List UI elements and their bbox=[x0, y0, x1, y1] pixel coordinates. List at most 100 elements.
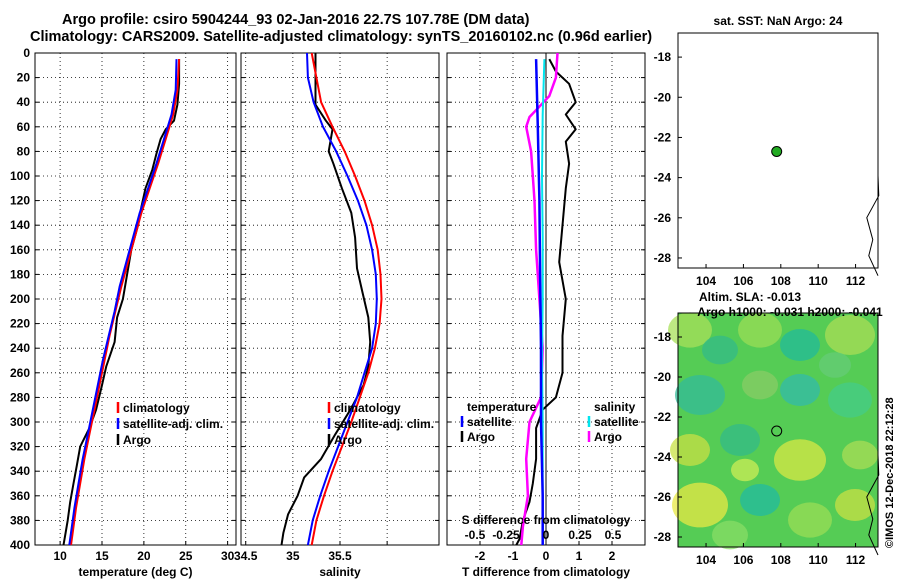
panel-difference-xtick-label: -1 bbox=[508, 549, 519, 563]
depth-tick-label: 100 bbox=[10, 169, 30, 183]
panel-temperature-xtick-label: 15 bbox=[95, 549, 109, 563]
difference-s-tick-label: -0.5 bbox=[465, 528, 486, 542]
depth-tick-label: 180 bbox=[10, 267, 30, 281]
sla-map-title: Altim. SLA: -0.013 bbox=[699, 290, 801, 304]
panel-temperature-xtick-label: 25 bbox=[179, 549, 193, 563]
depth-tick-label: 280 bbox=[10, 390, 30, 404]
credit-label: ©IMOS 12-Dec-2018 22:12:28 bbox=[884, 397, 896, 548]
sla-blob bbox=[774, 439, 826, 481]
difference-top-axis-label: S difference from climatology bbox=[462, 513, 631, 527]
sla-blob bbox=[712, 520, 748, 550]
sla-blob bbox=[780, 329, 820, 361]
sst-map-ytick-label: -22 bbox=[654, 130, 672, 144]
sst-map-ytick-label: -24 bbox=[654, 171, 672, 185]
sla-map-ytick-label: -28 bbox=[654, 530, 672, 544]
panel-salinity-xtick-label: 34.5 bbox=[234, 549, 258, 563]
depth-tick-label: 120 bbox=[10, 194, 30, 208]
series-argo-salinity bbox=[280, 53, 372, 546]
panel-difference-xtick-label: 2 bbox=[609, 549, 616, 563]
sla-map-xtick-label: 104 bbox=[696, 553, 716, 567]
series-satellite-temperature-diff bbox=[534, 59, 544, 545]
depth-tick-label: 140 bbox=[10, 218, 30, 232]
sla-map-ytick-label: -24 bbox=[654, 450, 672, 464]
difference-s-tick-label: 0.5 bbox=[605, 528, 622, 542]
depth-tick-label: 360 bbox=[10, 489, 30, 503]
panel-difference-xtick-label: 1 bbox=[576, 549, 583, 563]
temperature-legend-2-label: Argo bbox=[123, 433, 151, 447]
temperature-legend-0-label: climatology bbox=[123, 401, 190, 415]
series-climatology-temperature bbox=[70, 59, 181, 546]
sla-blob bbox=[738, 312, 782, 348]
sst-map-ytick-label: -28 bbox=[654, 251, 672, 265]
sla-map-coastline bbox=[866, 454, 880, 556]
difference-legend-temp-satellite-label: satellite bbox=[467, 415, 512, 429]
sla-blob bbox=[835, 489, 875, 521]
sla-map-ytick-label: -26 bbox=[654, 490, 672, 504]
panel-temperature-xtick-label: 20 bbox=[137, 549, 151, 563]
depth-tick-label: 240 bbox=[10, 341, 30, 355]
sst-map-ytick-label: -18 bbox=[654, 50, 672, 64]
sla-blob bbox=[672, 482, 728, 528]
series-climatology-salinity bbox=[310, 52, 383, 546]
sla-map-ytick-label: -22 bbox=[654, 410, 672, 424]
sst-map-xtick-label: 110 bbox=[809, 274, 829, 288]
figure-title-line1: Argo profile: csiro 5904244_93 02-Jan-20… bbox=[62, 12, 530, 28]
sla-blob bbox=[740, 484, 780, 516]
depth-tick-label: 340 bbox=[10, 464, 30, 478]
series-argo-temperature-diff bbox=[515, 58, 577, 546]
difference-s-tick-label: -0.25 bbox=[492, 528, 520, 542]
sla-blob bbox=[819, 352, 851, 378]
sst-map-xtick-label: 112 bbox=[846, 274, 866, 288]
sst-map-xtick-label: 108 bbox=[771, 274, 791, 288]
depth-tick-label: 380 bbox=[10, 513, 30, 527]
depth-tick-label: 60 bbox=[17, 120, 31, 134]
sst-map-xtick-label: 104 bbox=[696, 274, 716, 288]
figure-title-line2: Climatology: CARS2009. Satellite-adjuste… bbox=[30, 29, 653, 45]
panel-difference-xtick-label: 0 bbox=[543, 549, 550, 563]
panel-difference-xlabel: T difference from climatology bbox=[462, 565, 630, 579]
panel-salinity-xlabel: salinity bbox=[319, 565, 361, 579]
sla-blob bbox=[825, 315, 875, 355]
sla-argo-marker bbox=[771, 425, 783, 437]
depth-tick-label: 300 bbox=[10, 415, 30, 429]
panel-temperature-xtick-label: 10 bbox=[53, 549, 67, 563]
difference-legend-temperature-title: temperature bbox=[467, 400, 537, 414]
sla-blob bbox=[842, 440, 878, 470]
sst-map-xtick-label: 106 bbox=[733, 274, 753, 288]
panel-salinity-xtick-label: 35 bbox=[286, 549, 300, 563]
sla-map-subtitle: Argo h1000: -0.031 h2000: -0.041 bbox=[697, 305, 883, 319]
panel-temperature-xlabel: temperature (deg C) bbox=[78, 565, 192, 579]
depth-tick-label: 20 bbox=[17, 71, 31, 85]
depth-tick-label: 80 bbox=[17, 144, 31, 158]
panel-temperature-xtick-label: 30 bbox=[221, 549, 235, 563]
sst-argo-marker bbox=[771, 146, 783, 158]
sst-map-ytick-label: -26 bbox=[654, 211, 672, 225]
difference-s-tick-label: 0 bbox=[543, 528, 550, 542]
difference-s-tick-label: 0.25 bbox=[568, 528, 592, 542]
sla-heatmap bbox=[668, 312, 878, 550]
sla-blob bbox=[828, 382, 872, 418]
sla-blob bbox=[742, 370, 778, 400]
depth-tick-label: 40 bbox=[17, 95, 31, 109]
sla-map-ytick-label: -20 bbox=[654, 370, 672, 384]
series-satellite-salinity-diff bbox=[541, 59, 546, 545]
depth-tick-label: 400 bbox=[10, 538, 30, 552]
series-argo-salinity-diff bbox=[520, 52, 559, 546]
sla-blob bbox=[788, 502, 832, 538]
sla-blob bbox=[702, 335, 738, 365]
sst-map-frame bbox=[677, 32, 879, 269]
depth-tick-label: 320 bbox=[10, 440, 30, 454]
difference-legend-salinity-title: salinity bbox=[594, 400, 636, 414]
depth-tick-label: 0 bbox=[23, 46, 30, 60]
sla-map-xtick-label: 110 bbox=[809, 553, 829, 567]
depth-tick-label: 220 bbox=[10, 317, 30, 331]
sla-blob bbox=[720, 424, 760, 456]
series-satellite-temperature bbox=[68, 59, 178, 546]
salinity-legend-1-label: satellite-adj. clim. bbox=[334, 417, 434, 431]
sla-blob bbox=[668, 312, 712, 348]
sla-blob bbox=[670, 434, 710, 466]
salinity-legend-2-label: Argo bbox=[334, 433, 362, 447]
sst-map-ytick-label: -20 bbox=[654, 90, 672, 104]
series-satellite-salinity bbox=[306, 52, 378, 546]
sla-blob bbox=[731, 458, 759, 482]
